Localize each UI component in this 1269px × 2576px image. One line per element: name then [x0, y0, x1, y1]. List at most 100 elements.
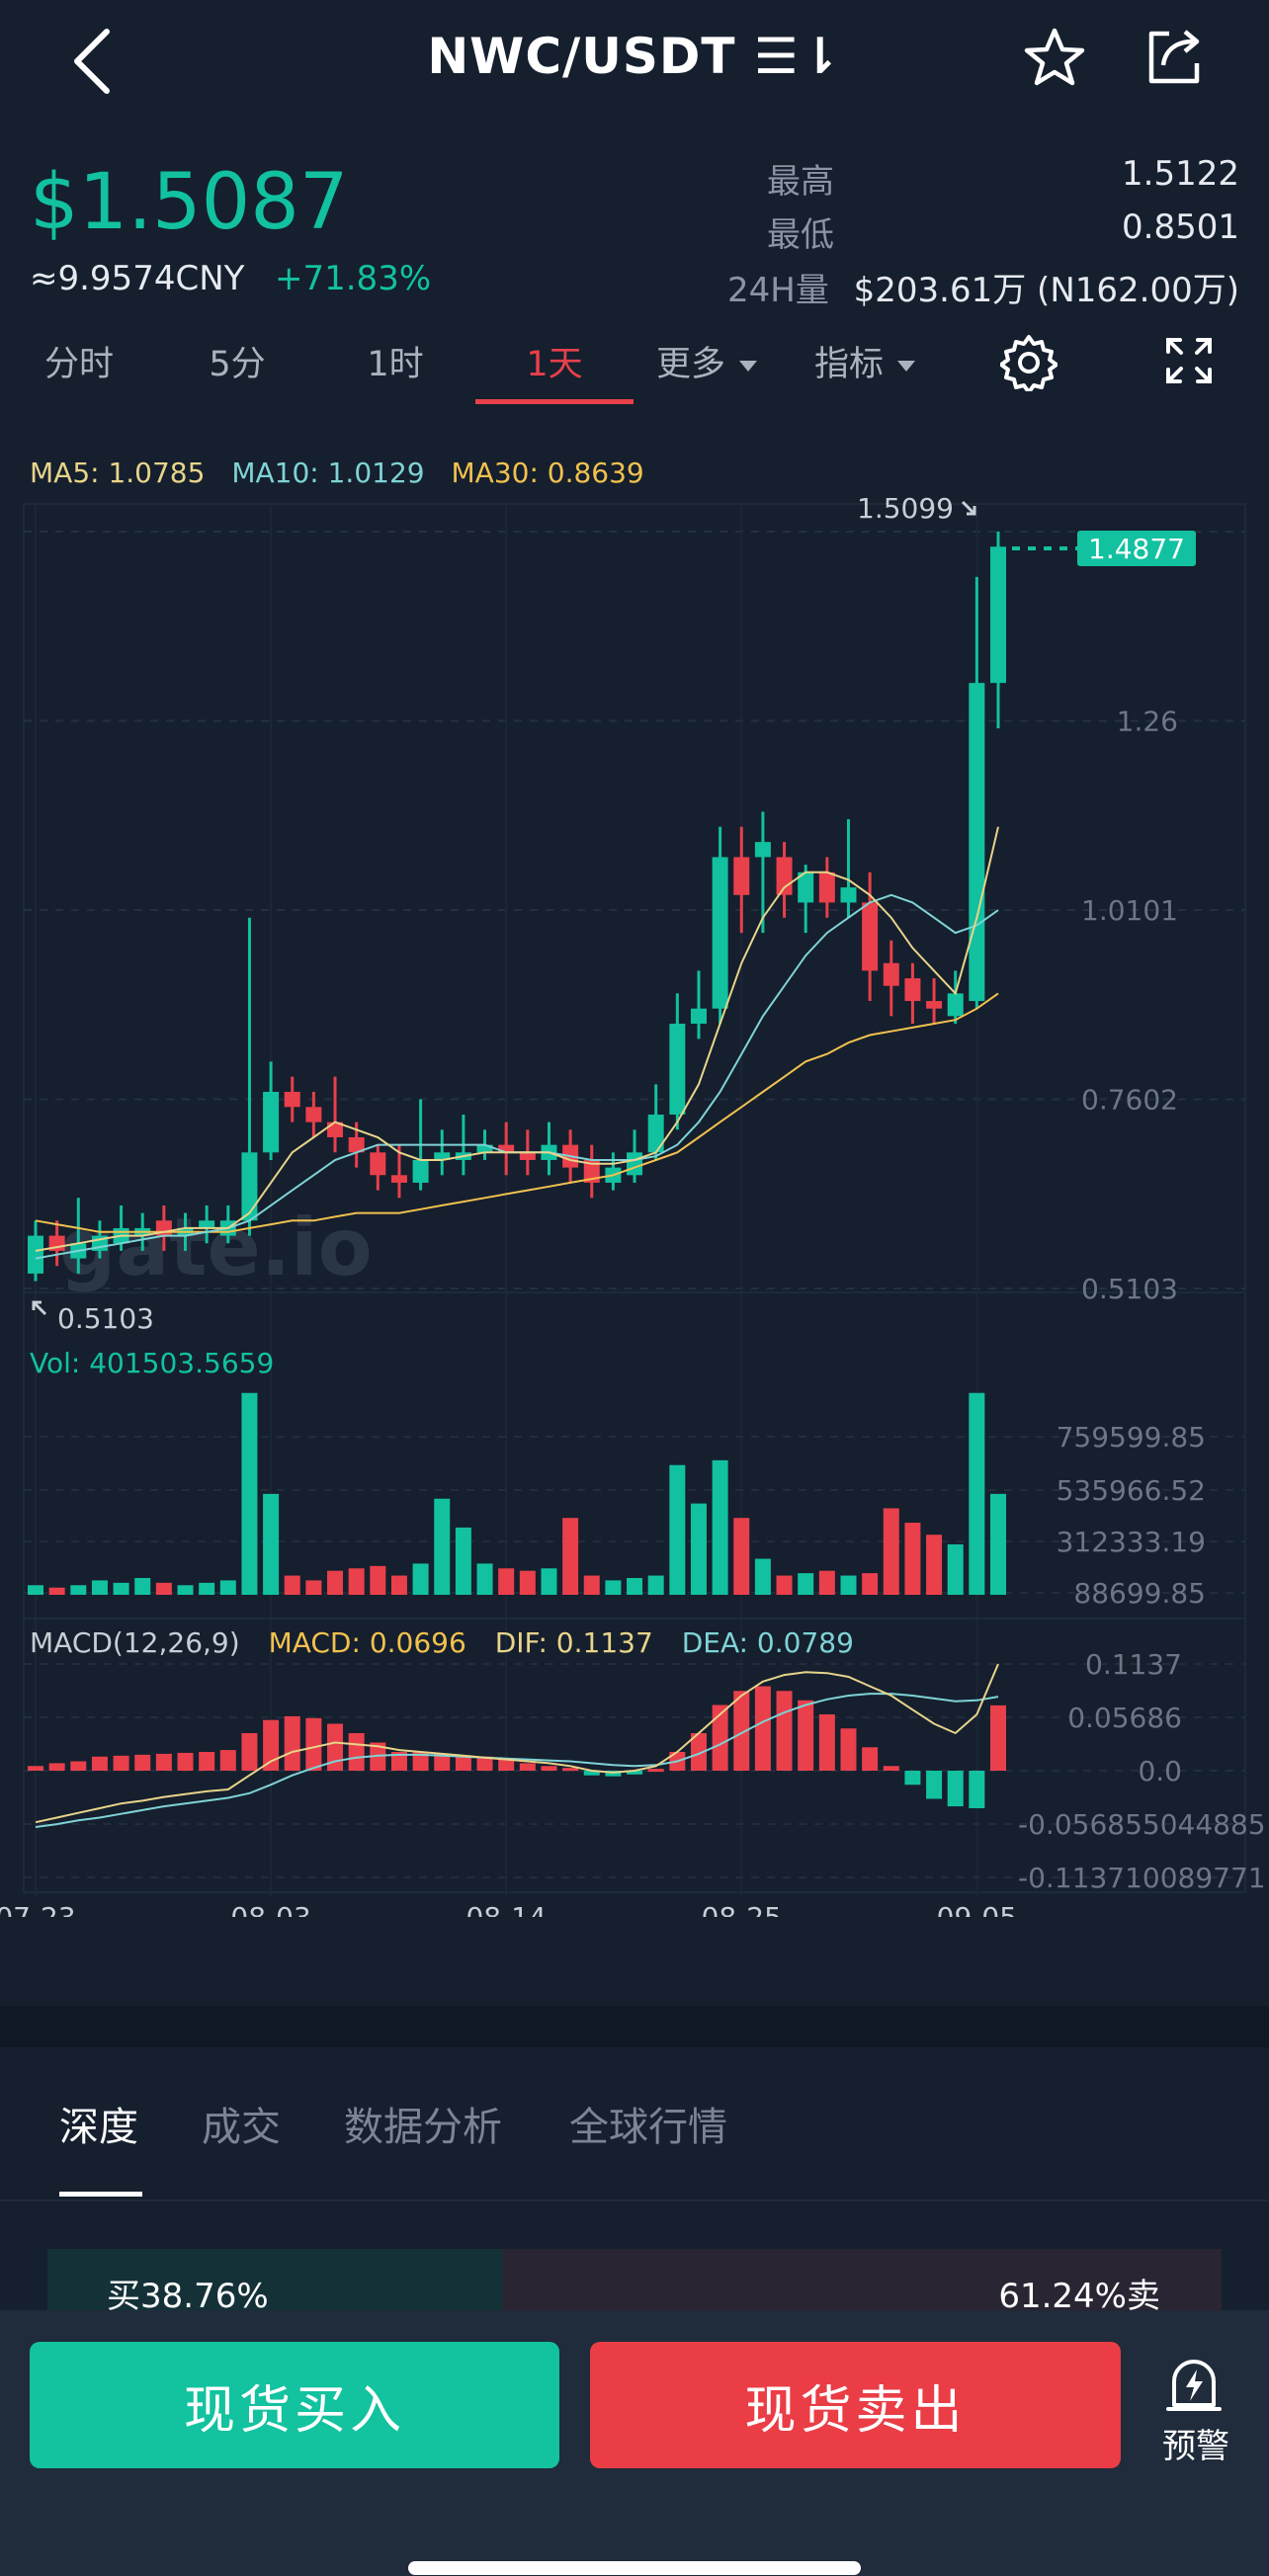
- low-value: 0.8501: [1122, 208, 1239, 247]
- alert-bell-icon[interactable]: [1166, 2356, 1222, 2415]
- tab-time-share[interactable]: 分时: [43, 345, 114, 384]
- candle-up: [476, 1144, 493, 1153]
- change-percent: +71.83%: [275, 259, 432, 298]
- spot-buy-button[interactable]: 现货买入: [30, 2342, 559, 2468]
- macd-histogram-bar: [134, 1754, 151, 1771]
- candle-up: [241, 1152, 258, 1221]
- ma30-value: MA30: 0.8639: [451, 457, 644, 489]
- time-axis-label: 08-25: [702, 1901, 782, 1917]
- volume-bar: [498, 1568, 515, 1595]
- tab-5m[interactable]: 5分: [209, 345, 266, 384]
- spot-sell-button[interactable]: 现货卖出: [590, 2342, 1121, 2468]
- volume-bar: [969, 1392, 985, 1595]
- header: NWC/USDT ☰⇂: [0, 0, 1269, 128]
- watermark-logo: gate.io: [59, 1202, 373, 1293]
- tab-1h[interactable]: 1时: [367, 345, 424, 384]
- macd-histogram-bar: [327, 1723, 344, 1771]
- volume-bar: [818, 1570, 835, 1595]
- macd-histogram-bar: [562, 1768, 579, 1772]
- share-icon[interactable]: [1142, 26, 1205, 89]
- volume-bar: [177, 1585, 194, 1595]
- macd-params: MACD(12,26,9): [30, 1626, 240, 1659]
- macd-histogram-bar: [476, 1756, 493, 1771]
- macd-axis-label: -0.056855044885: [1018, 1808, 1266, 1841]
- subtab-trades[interactable]: 成交: [202, 2105, 281, 2150]
- candle-down: [305, 1107, 322, 1122]
- macd-histogram-bar: [284, 1715, 300, 1771]
- volume-bar: [519, 1570, 536, 1595]
- volume-bar: [155, 1582, 172, 1595]
- time-axis-label: 08-03: [230, 1901, 310, 1917]
- candle-down: [348, 1136, 365, 1153]
- macd-histogram-bar: [390, 1752, 407, 1771]
- candle-up: [947, 993, 964, 1017]
- macd-axis-label: -0.113710089771: [1018, 1862, 1266, 1894]
- volume-bar: [476, 1563, 493, 1595]
- volume-bar: [541, 1568, 557, 1595]
- price-axis-label: 1.0101: [1081, 894, 1178, 927]
- macd-histogram-bar: [904, 1771, 921, 1786]
- volume-bar: [91, 1580, 108, 1595]
- active-tab-indicator: [475, 399, 634, 404]
- candle-down: [862, 902, 879, 971]
- candle-up: [712, 857, 728, 1009]
- macd-histogram-bar: [155, 1753, 172, 1771]
- high-label: 最高: [767, 162, 834, 202]
- subtab-global-market[interactable]: 全球行情: [569, 2105, 727, 2150]
- macd-histogram-bar: [712, 1704, 728, 1771]
- candle-up: [412, 1159, 429, 1183]
- volume-bar: [712, 1459, 728, 1595]
- price-axis-label: 0.5103: [1081, 1273, 1178, 1305]
- low-label: 最低: [767, 215, 834, 255]
- candle-down: [733, 857, 750, 895]
- volume-bar: [134, 1577, 151, 1595]
- macd-histogram-bar: [519, 1763, 536, 1771]
- candle-up: [647, 1114, 664, 1153]
- macd-histogram-bar: [28, 1766, 43, 1771]
- tab-indicators[interactable]: 指标: [791, 336, 939, 386]
- pair-title[interactable]: NWC/USDT ☰⇂: [427, 28, 842, 85]
- fullscreen-icon[interactable]: [1164, 336, 1214, 385]
- volume-24h-value: $203.61万 (N162.00万): [853, 271, 1239, 310]
- macd-axis-label: 0.05686: [1067, 1702, 1182, 1734]
- tab-1d[interactable]: 1天: [526, 345, 583, 384]
- alert-label[interactable]: 预警: [1162, 2427, 1229, 2466]
- volume-bar: [669, 1464, 686, 1595]
- candle-up: [669, 1024, 686, 1115]
- volume-bar: [883, 1508, 899, 1595]
- back-arrow-icon[interactable]: [59, 22, 128, 101]
- pair-switch-icon[interactable]: ☰⇂: [753, 28, 842, 85]
- price-axis-label: 0.7602: [1081, 1084, 1178, 1117]
- candle-up: [990, 546, 1006, 684]
- macd-histogram-bar: [455, 1755, 471, 1771]
- macd-histogram-bar: [990, 1704, 1006, 1771]
- volume-bar: [263, 1493, 280, 1595]
- subtab-data-analysis[interactable]: 数据分析: [344, 2105, 502, 2150]
- dif-value: DIF: 0.1137: [495, 1626, 653, 1659]
- favorite-star-icon[interactable]: [1023, 26, 1086, 89]
- macd-histogram-bar: [776, 1691, 793, 1771]
- candle-down: [519, 1152, 536, 1160]
- macd-histogram-bar: [647, 1769, 664, 1773]
- volume-axis-label: 312333.19: [1057, 1526, 1206, 1558]
- ma-legend: MA5: 1.0785 MA10: 1.0129 MA30: 0.8639: [30, 457, 662, 489]
- macd-histogram-bar: [627, 1771, 643, 1775]
- candle-down: [926, 1001, 943, 1009]
- macd-histogram-bar: [305, 1717, 322, 1771]
- macd-histogram-bar: [498, 1759, 515, 1771]
- tab-more[interactable]: 更多: [633, 336, 781, 386]
- volume-bar: [776, 1575, 793, 1595]
- subtab-depth[interactable]: 深度: [59, 2105, 138, 2150]
- candle-up: [969, 683, 985, 1002]
- candle-up: [199, 1220, 215, 1228]
- dif-line: [35, 1663, 999, 1824]
- more-caret-icon: [739, 360, 757, 372]
- buy-ratio-text: 买38.76%: [107, 2277, 269, 2316]
- volume-bar: [241, 1392, 258, 1595]
- last-price-tag: [1077, 531, 1196, 567]
- settings-gear-icon[interactable]: [1000, 334, 1058, 391]
- candlestick-chart[interactable]: gate.io 1.26 1.0101 0.7602 0.5103 1.5099 0.51…: [0, 494, 1269, 1917]
- macd-histogram-bar: [199, 1752, 215, 1771]
- candle-down: [818, 872, 835, 903]
- macd-value: MACD: 0.0696: [269, 1626, 466, 1659]
